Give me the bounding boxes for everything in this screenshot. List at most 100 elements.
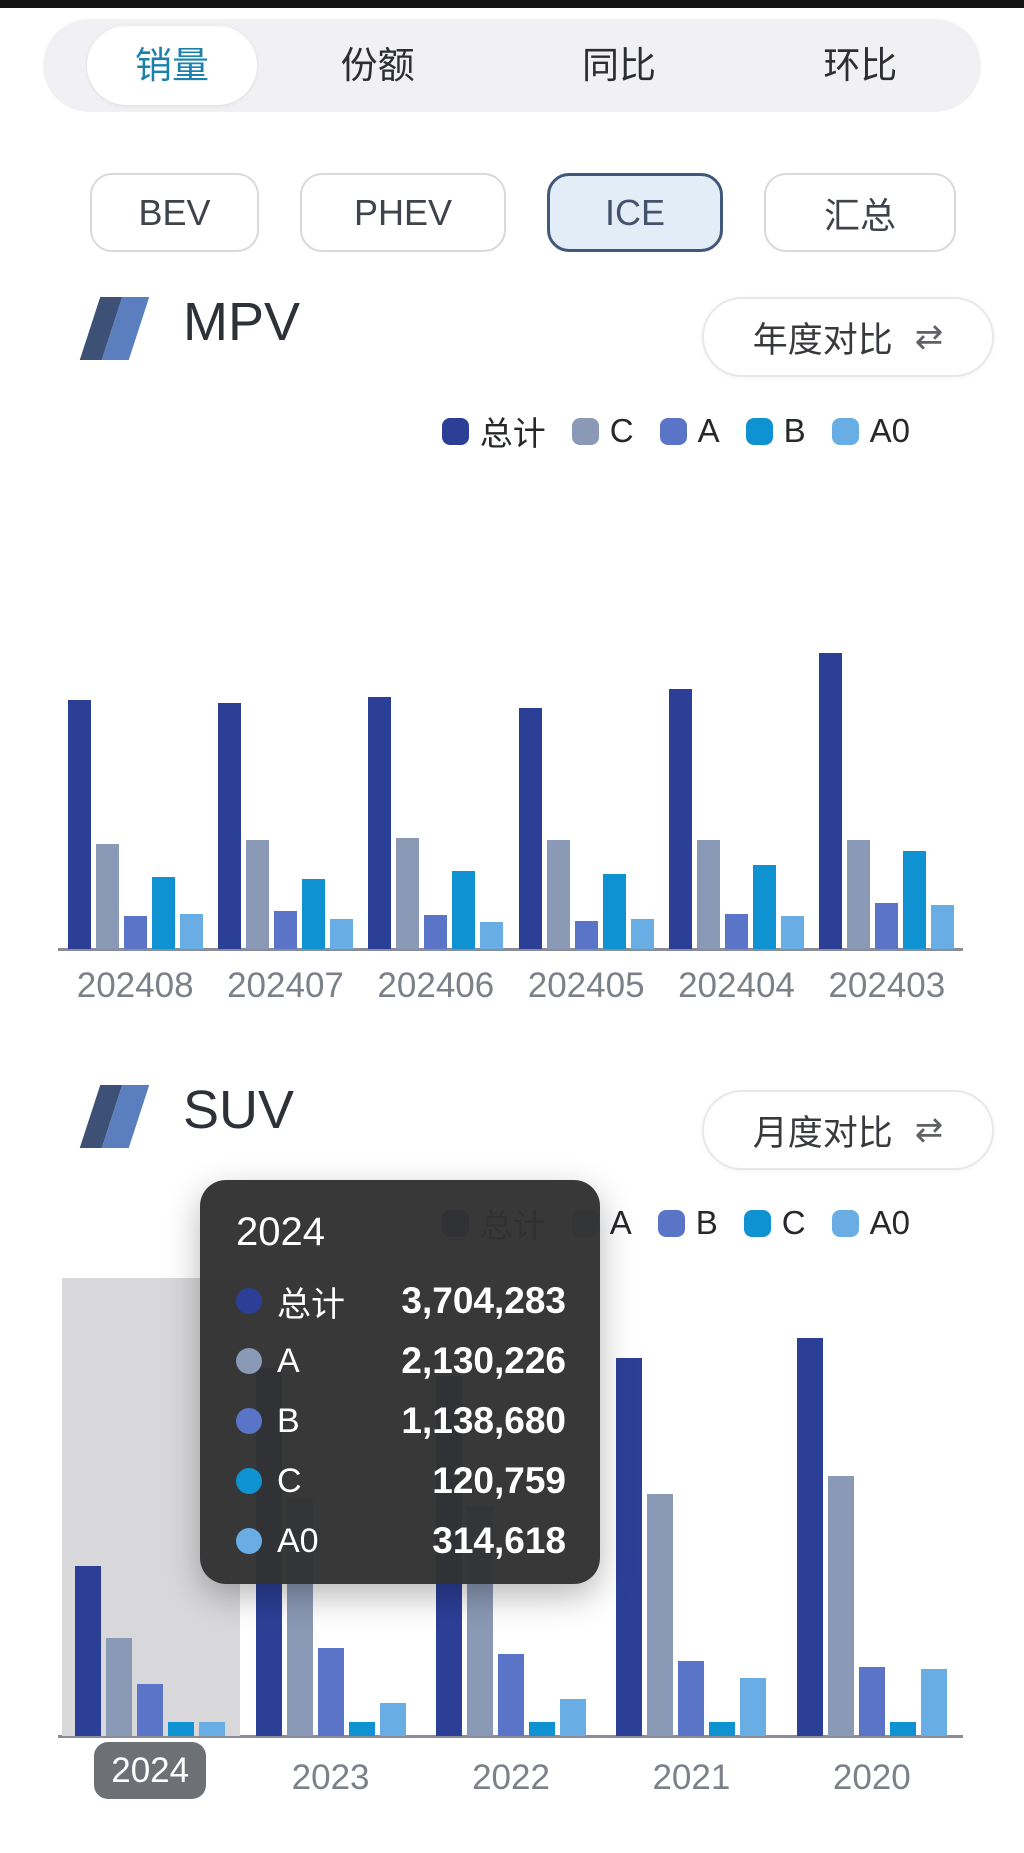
tooltip-series-label: B — [277, 1401, 300, 1440]
bar-202408-总计[interactable] — [67, 700, 91, 949]
bar-202403-B[interactable] — [903, 851, 927, 949]
bar-2021-总计[interactable] — [616, 1357, 643, 1736]
bar-202407-A0[interactable] — [330, 919, 353, 949]
filter-chip-PHEV[interactable]: PHEV — [300, 173, 506, 252]
x-axis-label-202406[interactable]: 202406 — [377, 966, 495, 1005]
mpv-x-axis-line — [58, 948, 963, 951]
x-axis-label-2021[interactable]: 2021 — [652, 1758, 731, 1797]
bar-202404-A0[interactable] — [781, 916, 804, 949]
bar-202403-A0[interactable] — [931, 904, 955, 949]
bar-202404-A[interactable] — [725, 913, 748, 949]
bar-2021-B[interactable] — [678, 1661, 705, 1736]
bar-202406-总计[interactable] — [368, 697, 392, 949]
bar-2021-C[interactable] — [709, 1722, 736, 1736]
bar-202406-C[interactable] — [396, 838, 420, 949]
legend-swatch — [831, 1209, 859, 1237]
bar-202407-C[interactable] — [246, 839, 269, 949]
bar-202403-A[interactable] — [875, 903, 899, 949]
bar-202406-A0[interactable] — [480, 922, 504, 949]
bar-202408-A0[interactable] — [179, 913, 203, 949]
legend-item-总计[interactable]: 总计 — [441, 407, 546, 455]
bar-202408-A[interactable] — [123, 916, 147, 949]
bar-2020-C[interactable] — [889, 1722, 916, 1736]
bar-202405-A[interactable] — [574, 920, 598, 949]
filter-chip-BEV[interactable]: BEV — [90, 173, 259, 252]
legend-item-B[interactable]: B — [745, 412, 806, 450]
bar-202404-B[interactable] — [753, 864, 776, 949]
bar-202406-B[interactable] — [452, 870, 476, 949]
bar-2023-C[interactable] — [348, 1722, 375, 1736]
bar-2022-C[interactable] — [529, 1722, 555, 1736]
suv-x-axis-line — [58, 1735, 963, 1738]
legend-label: A0 — [869, 412, 910, 449]
bar-2020-总计[interactable] — [796, 1338, 823, 1736]
legend-swatch — [745, 417, 773, 445]
bar-202404-总计[interactable] — [669, 688, 692, 949]
tab-份额[interactable]: 份额 — [340, 45, 415, 86]
legend-item-C[interactable]: C — [743, 1204, 806, 1242]
x-axis-label-2023[interactable]: 2023 — [291, 1758, 370, 1797]
bar-202403-总计[interactable] — [819, 653, 843, 949]
legend-item-A0[interactable]: A0 — [831, 412, 910, 450]
tooltip-series-dot — [236, 1348, 262, 1374]
bar-202408-B[interactable] — [151, 876, 175, 949]
bar-2023-A0[interactable] — [379, 1703, 406, 1736]
tooltip-row-C: C 120,759 — [236, 1451, 566, 1511]
mpv-compare-toggle[interactable]: 年度对比 ⇄ — [702, 297, 994, 377]
bar-202404-C[interactable] — [697, 839, 720, 949]
bar-202407-A[interactable] — [274, 910, 297, 949]
suv-compare-toggle[interactable]: 月度对比 ⇄ — [702, 1090, 994, 1170]
tooltip-series-label: 总计 — [277, 1285, 345, 1324]
bar-2021-A[interactable] — [647, 1494, 674, 1736]
bar-2023-B[interactable] — [317, 1647, 344, 1736]
bar-2024-B[interactable] — [137, 1683, 164, 1736]
bar-202405-总计[interactable] — [518, 707, 542, 949]
metric-tab-bar: 销量 份额 同比 环比 — [43, 19, 981, 112]
bar-2024-C[interactable] — [168, 1722, 195, 1736]
tooltip-series-dot — [236, 1468, 262, 1494]
bar-202407-总计[interactable] — [218, 703, 241, 949]
tab-销量[interactable]: 销量 — [87, 26, 257, 105]
tooltip-series-value: 2,130,226 — [401, 1340, 566, 1381]
chart-tooltip: 2024 总计 3,704,283 A 2,130,226 B 1,138,680 C 120… — [200, 1180, 600, 1584]
bar-2021-A0[interactable] — [740, 1678, 767, 1736]
bar-202403-C[interactable] — [847, 839, 871, 949]
bar-2020-A[interactable] — [827, 1475, 854, 1736]
legend-item-A[interactable]: A — [659, 412, 720, 450]
bar-202405-B[interactable] — [602, 873, 626, 949]
legend-item-A0[interactable]: A0 — [831, 1204, 910, 1242]
tooltip-row-A: A 2,130,226 — [236, 1331, 566, 1391]
legend-item-B[interactable]: B — [657, 1204, 718, 1242]
tooltip-rows: 总计 3,704,283 A 2,130,226 B 1,138,680 C 120,759 A… — [236, 1271, 566, 1571]
filter-chip-ICE[interactable]: ICE — [547, 173, 723, 252]
bar-2024-A0[interactable] — [199, 1721, 226, 1736]
x-axis-label-2020[interactable]: 2020 — [832, 1758, 911, 1797]
mpv-x-axis-labels: 202408 202407 202406 202405 202404 202403 — [60, 958, 962, 1015]
bar-2022-B[interactable] — [498, 1653, 524, 1736]
x-axis-label-2022[interactable]: 2022 — [472, 1758, 550, 1797]
bar-2022-A0[interactable] — [560, 1699, 586, 1736]
bar-2024-A[interactable] — [106, 1638, 133, 1736]
bar-2020-B[interactable] — [858, 1667, 885, 1736]
bar-202408-C[interactable] — [95, 843, 119, 949]
bar-202405-A0[interactable] — [630, 919, 654, 949]
bar-2024-总计[interactable] — [75, 1566, 102, 1736]
bar-202406-A[interactable] — [424, 915, 448, 949]
bar-202405-C[interactable] — [546, 839, 570, 949]
tab-同比[interactable]: 同比 — [581, 45, 656, 86]
x-axis-label-202404[interactable]: 202404 — [678, 966, 795, 1005]
tooltip-series-label: A — [277, 1341, 300, 1380]
tab-环比[interactable]: 环比 — [823, 45, 898, 86]
bar-2020-A0[interactable] — [920, 1669, 947, 1736]
tooltip-row-B: B 1,138,680 — [236, 1391, 566, 1451]
legend-label: A — [609, 1204, 632, 1241]
x-axis-label-202408[interactable]: 202408 — [76, 966, 194, 1005]
x-axis-label-202403[interactable]: 202403 — [828, 966, 946, 1005]
bar-202407-B[interactable] — [302, 879, 325, 949]
legend-item-C[interactable]: C — [571, 412, 634, 450]
legend-swatch — [657, 1209, 685, 1237]
x-axis-label-202405[interactable]: 202405 — [527, 966, 645, 1005]
x-axis-label-202407[interactable]: 202407 — [227, 966, 344, 1005]
filter-chip-汇总[interactable]: 汇总 — [764, 173, 956, 252]
x-axis-label-2024[interactable]: 2024 — [94, 1742, 207, 1799]
